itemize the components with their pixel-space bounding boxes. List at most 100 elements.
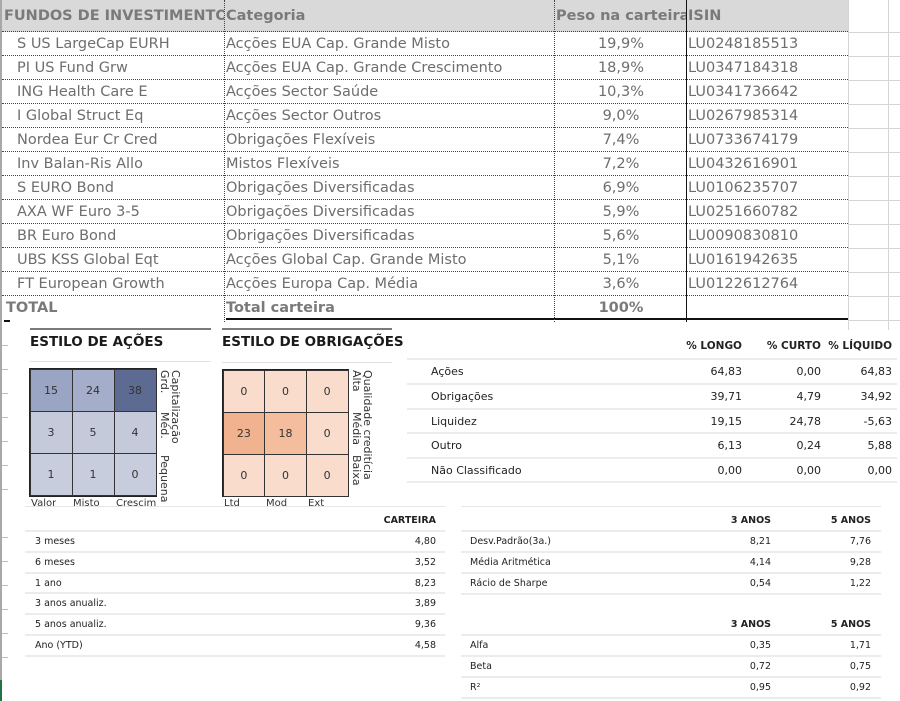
category-cell[interactable]: Obrigações Diversificadas (226, 204, 415, 220)
weight-cell[interactable]: 19,9% (597, 36, 645, 52)
weight-cell[interactable]: 9,0% (602, 108, 640, 124)
isin-cell[interactable]: LU0161942635 (688, 252, 799, 268)
short-value: 4,79 (796, 390, 822, 403)
table-row: AXA WF Euro 3-5 Obrigações Diversificada… (2, 200, 848, 224)
weight-cell[interactable]: 7,4% (602, 132, 640, 148)
row-tick (2, 369, 8, 370)
table-row: I Global Struct Eq Acções Sector Outros … (2, 104, 848, 128)
total-weight[interactable]: 100% (598, 300, 644, 316)
header-category[interactable]: Categoria (226, 8, 306, 24)
metric-label: Desv.Padrão(3a.) (470, 536, 552, 547)
weight-cell[interactable]: 7,2% (602, 156, 640, 172)
category-cell[interactable]: Acções Global Cap. Grande Misto (226, 252, 467, 268)
grid-row-line (848, 296, 900, 297)
row-tick (2, 393, 8, 394)
header-long: % LONGO (686, 340, 742, 352)
value-5y: 0,75 (849, 661, 871, 672)
header-3y: 3 ANOS (730, 515, 771, 526)
return-value: 3,52 (414, 557, 436, 568)
long-value: 0,00 (717, 464, 743, 477)
isin-cell[interactable]: LU0432616901 (688, 156, 799, 172)
isin-cell[interactable]: LU0251660782 (688, 204, 799, 220)
fund-name-cell[interactable]: I Global Struct Eq (17, 108, 144, 124)
fund-name-cell[interactable]: BR Euro Bond (17, 228, 117, 244)
long-value: 64,83 (710, 365, 743, 378)
isin-cell[interactable]: LU0090830810 (688, 228, 799, 244)
row-tick (2, 657, 8, 658)
isin-cell[interactable]: LU0106235707 (688, 180, 799, 196)
column-divider (686, 0, 687, 322)
isin-cell[interactable]: LU0341736642 (688, 84, 799, 100)
fund-name-cell[interactable]: Nordea Eur Cr Cred (17, 132, 158, 148)
category-cell[interactable]: Acções EUA Cap. Grande Misto (226, 36, 450, 52)
period-label: 3 anos anualiz. (35, 598, 107, 609)
table-row: Média Aritmética 4,14 9,28 (461, 553, 881, 574)
category-cell[interactable]: Obrigações Diversificadas (226, 180, 415, 196)
category-cell[interactable]: Obrigações Flexíveis (226, 132, 376, 148)
weight-cell[interactable]: 5,6% (602, 228, 640, 244)
fund-name-cell[interactable]: FT European Growth (17, 276, 165, 292)
fund-name-cell[interactable]: S US LargeCap EURH (17, 36, 170, 52)
table-row: FT European Growth Acções Europa Cap. Mé… (2, 272, 848, 296)
fund-name-cell[interactable]: ING Health Care E (17, 84, 148, 100)
weight-cell[interactable]: 5,9% (602, 204, 640, 220)
table-row: 3 anos anualiz. 3,89 (25, 594, 445, 615)
header-isin[interactable]: ISIN (688, 8, 722, 24)
table-row: UBS KSS Global Eqt Acções Global Cap. Gr… (2, 248, 848, 272)
category-cell[interactable]: Acções Sector Outros (226, 108, 382, 124)
row-tick (2, 489, 8, 490)
style-cell: 38 (113, 368, 157, 412)
risk-table: 3 ANOS 5 ANOS Desv.Padrão(3a.) 8,21 7,76… (461, 506, 881, 596)
fund-name-cell[interactable]: Inv Balan-Ris Allo (17, 156, 143, 172)
table-header-row: 3 ANOS 5 ANOS (461, 611, 881, 636)
isin-cell[interactable]: LU0347184318 (688, 60, 799, 76)
column-divider (554, 0, 555, 322)
isin-cell[interactable]: LU0267985314 (688, 108, 799, 124)
grid-row-line (848, 224, 900, 225)
weight-cell[interactable]: 10,3% (597, 84, 645, 100)
period-label: 3 meses (35, 536, 75, 547)
style-cell: 0 (264, 369, 307, 413)
table-row: PI US Fund Grw Acções EUA Cap. Grande Cr… (2, 56, 848, 80)
period-label: 1 ano (35, 578, 62, 589)
weight-cell[interactable]: 6,9% (602, 180, 640, 196)
row-tick (2, 537, 8, 538)
style-cell: 0 (305, 453, 349, 497)
category-cell[interactable]: Acções EUA Cap. Grande Crescimento (226, 60, 503, 76)
short-value: 0,00 (796, 365, 822, 378)
weight-cell[interactable]: 18,9% (597, 60, 645, 76)
category-cell[interactable]: Obrigações Diversificadas (226, 228, 415, 244)
fund-name-cell[interactable]: S EURO Bond (17, 180, 114, 196)
table-row: Obrigações 39,71 4,79 34,92 (407, 385, 897, 410)
isin-cell[interactable]: LU0248185513 (688, 36, 799, 52)
grid-row-line (848, 32, 900, 33)
category-cell[interactable]: Mistos Flexíveis (226, 156, 340, 172)
weight-cell[interactable]: 5,1% (602, 252, 640, 268)
row-tick (2, 561, 8, 562)
equity-row-label: Grd. (158, 370, 171, 394)
style-cell: 0 (264, 453, 307, 497)
header-fund-name[interactable]: FUNDOS DE INVESTIMENTO (4, 8, 224, 24)
period-label: 5 anos anualiz. (35, 619, 107, 630)
fund-name-cell[interactable]: UBS KSS Global Eqt (17, 252, 159, 268)
metric-label: Rácio de Sharpe (470, 578, 548, 589)
fund-name-cell[interactable]: PI US Fund Grw (17, 60, 128, 76)
fund-name-cell[interactable]: AXA WF Euro 3-5 (17, 204, 140, 220)
equity-style-box: 15 24 38 3 5 4 1 1 0 (29, 368, 157, 497)
table-header-row: % LONGO % CURTO % LÍQUIDO (407, 336, 897, 360)
table-row: Ações 64,83 0,00 64,83 (407, 360, 897, 385)
value-3y: 0,95 (749, 682, 771, 693)
metric-label: R² (470, 682, 481, 693)
category-cell[interactable]: Acções Europa Cap. Média (226, 276, 419, 292)
isin-cell[interactable]: LU0122612764 (688, 276, 799, 292)
style-cell: 0 (305, 369, 349, 413)
header-weight[interactable]: Peso na carteira (556, 8, 686, 24)
total-category[interactable]: Total carteira (226, 300, 335, 316)
weight-cell[interactable]: 3,6% (602, 276, 640, 292)
style-cell: 3 (29, 410, 73, 455)
style-cell: 0 (113, 453, 157, 497)
category-cell[interactable]: Acções Sector Saúde (226, 84, 379, 100)
row-tick (2, 441, 8, 442)
total-label[interactable]: TOTAL (6, 300, 58, 316)
isin-cell[interactable]: LU0733674179 (688, 132, 799, 148)
